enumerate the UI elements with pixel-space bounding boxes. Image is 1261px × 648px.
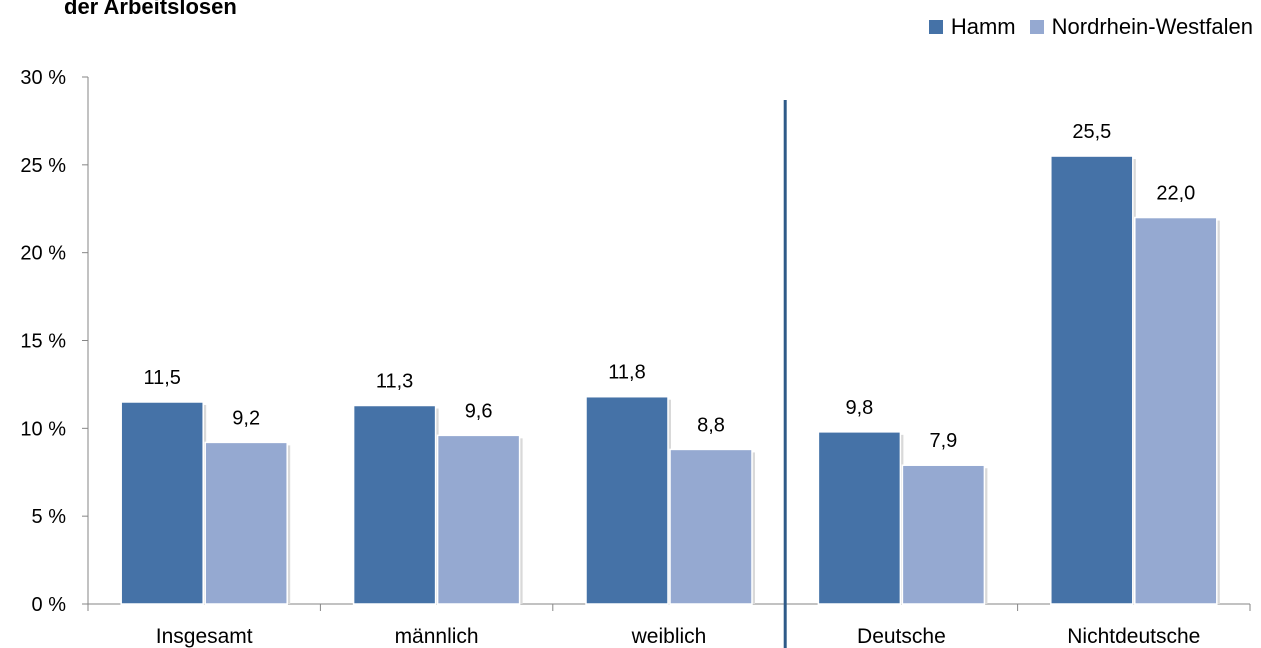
bar-hamm [352, 404, 437, 605]
legend: Hamm Nordrhein-Westfalen [928, 14, 1253, 40]
y-tick-label: 0 % [32, 594, 67, 616]
data-label: 7,9 [929, 430, 957, 452]
x-tick-label: Deutsche [857, 625, 946, 648]
y-tick-label: 15 % [20, 331, 66, 353]
bar-hamm [120, 401, 204, 605]
x-tick-label: Nichtdeutsche [1067, 625, 1200, 648]
x-tick-label: weiblich [631, 625, 707, 648]
bar-hamm [585, 395, 669, 605]
data-label: 9,8 [845, 397, 873, 419]
y-tick-label: 25 % [20, 155, 66, 177]
data-label: 11,3 [376, 370, 413, 392]
bar-nrw [669, 448, 753, 605]
y-tick-label: 30 % [20, 67, 66, 89]
y-tick-label: 5 % [32, 506, 67, 528]
y-tick-label: 10 % [20, 418, 66, 440]
legend-entry-hamm: Hamm [928, 14, 1016, 40]
bar-nrw [901, 464, 986, 605]
legend-label-nrw: Nordrhein-Westfalen [1051, 14, 1253, 39]
bar-hamm [817, 431, 902, 605]
x-tick-label: männlich [395, 625, 479, 648]
bar-nrw [1134, 216, 1218, 605]
legend-swatch-hamm [928, 20, 943, 34]
data-label: 25,5 [1072, 121, 1111, 143]
x-tick-label: Insgesamt [156, 625, 253, 648]
legend-swatch-nrw [1029, 20, 1044, 34]
bar-hamm [1050, 155, 1134, 605]
data-label: 8,8 [697, 414, 725, 436]
data-label: 11,8 [608, 362, 645, 384]
y-tick-label: 20 % [20, 243, 66, 265]
legend-entry-nrw: Nordrhein-Westfalen [1029, 14, 1253, 40]
bar-nrw [436, 434, 521, 605]
legend-label-hamm: Hamm [950, 14, 1016, 39]
data-label: 9,6 [465, 400, 493, 422]
data-label: 9,2 [232, 407, 260, 429]
data-label: 11,5 [143, 367, 180, 389]
chart-title: der Arbeitslosen [64, 0, 237, 19]
data-label: 22,0 [1156, 183, 1195, 205]
bar-nrw [204, 441, 288, 605]
